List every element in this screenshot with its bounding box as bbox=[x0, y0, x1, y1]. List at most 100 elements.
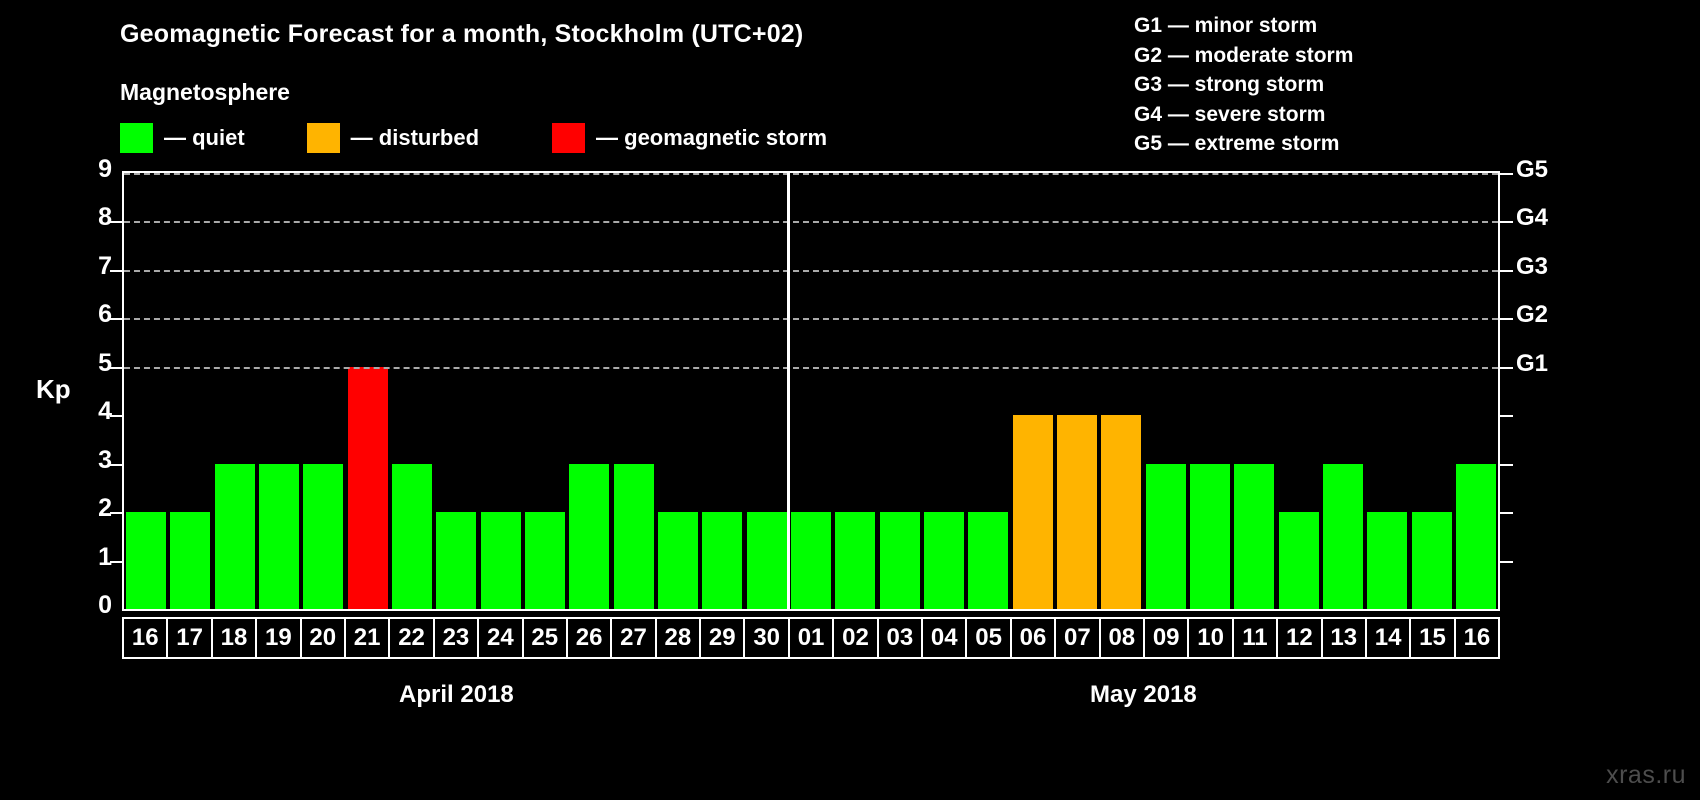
bar bbox=[1101, 415, 1142, 609]
legend-swatch-disturbed-icon bbox=[306, 123, 340, 153]
plot-area bbox=[122, 171, 1500, 611]
y-tick-mark-4 bbox=[110, 415, 122, 418]
bar bbox=[126, 512, 167, 609]
bar-cell-27 bbox=[612, 173, 656, 609]
g-scale-line-4: G4 — severe storm bbox=[1134, 102, 1326, 126]
legend-label-quiet: — quiet bbox=[164, 125, 245, 150]
y-tick-mark-8 bbox=[110, 221, 122, 224]
bar bbox=[392, 463, 433, 609]
day-label-25[interactable]: 11 bbox=[1231, 617, 1279, 659]
y-tick-label-2: 2 bbox=[98, 494, 112, 523]
day-label-8[interactable]: 24 bbox=[477, 617, 524, 659]
bar-cell-01 bbox=[789, 173, 833, 609]
bar-cell-08 bbox=[1099, 173, 1143, 609]
bar bbox=[702, 512, 743, 609]
y-tick-label-6: 6 bbox=[98, 300, 112, 329]
day-label-14[interactable]: 30 bbox=[743, 617, 790, 659]
right-tick-mark-G4 bbox=[1500, 221, 1513, 224]
right-tick-label-G2: G2 bbox=[1516, 301, 1549, 329]
y-tick-mark-2 bbox=[110, 512, 122, 515]
legend-item-storm: — geomagnetic storm bbox=[552, 123, 827, 153]
right-tick-mark-kp-2 bbox=[1500, 512, 1513, 515]
right-tick-label-G5: G5 bbox=[1516, 156, 1549, 183]
day-label-9[interactable]: 25 bbox=[521, 617, 568, 659]
bar bbox=[968, 512, 1009, 609]
day-label-4[interactable]: 20 bbox=[299, 617, 346, 659]
day-label-18[interactable]: 04 bbox=[921, 617, 968, 659]
bar bbox=[924, 512, 965, 609]
day-label-22[interactable]: 08 bbox=[1098, 617, 1145, 659]
day-label-20[interactable]: 06 bbox=[1009, 617, 1057, 659]
day-label-17[interactable]: 03 bbox=[876, 617, 924, 659]
gridline-kp-5 bbox=[124, 366, 1498, 369]
day-label-16[interactable]: 02 bbox=[832, 617, 879, 659]
bar bbox=[170, 512, 211, 609]
day-label-30[interactable]: 16 bbox=[1453, 617, 1501, 659]
day-label-26[interactable]: 12 bbox=[1276, 617, 1323, 659]
bar-cell-29 bbox=[700, 173, 744, 609]
bar bbox=[436, 512, 477, 609]
g-scale-line-2: G2 — moderate storm bbox=[1134, 43, 1354, 67]
magnetosphere-label: Magnetosphere bbox=[120, 79, 290, 105]
bar bbox=[1057, 415, 1098, 609]
day-label-23[interactable]: 09 bbox=[1142, 617, 1190, 659]
day-label-10[interactable]: 26 bbox=[565, 617, 613, 659]
bar-cell-06 bbox=[1011, 173, 1055, 609]
day-label-27[interactable]: 13 bbox=[1320, 617, 1367, 659]
gridline-kp-9 bbox=[124, 173, 1498, 175]
day-label-15[interactable]: 01 bbox=[787, 617, 835, 659]
day-label-7[interactable]: 23 bbox=[432, 617, 480, 659]
g-scale-line-3: G3 — strong storm bbox=[1134, 73, 1325, 96]
day-label-strip: 16 17 18 19 20 21 22 23 24 25 26 27 28 29 30 01 02 03 04 05… bbox=[122, 617, 1501, 659]
day-label-29[interactable]: 15 bbox=[1409, 617, 1456, 659]
month-label-2: May 2018 bbox=[1090, 681, 1197, 708]
bar bbox=[480, 512, 521, 609]
y-tick-label-1: 1 bbox=[98, 542, 112, 571]
day-label-0[interactable]: 16 bbox=[122, 617, 169, 659]
day-label-12[interactable]: 28 bbox=[654, 617, 702, 659]
day-label-3[interactable]: 19 bbox=[255, 617, 302, 659]
bar-cell-21 bbox=[346, 173, 390, 609]
right-tick-mark-G2 bbox=[1500, 318, 1513, 321]
bar-cell-16 bbox=[1454, 173, 1498, 609]
y-tick-label-5: 5 bbox=[98, 348, 112, 377]
watermark: xras.ru bbox=[1606, 761, 1686, 789]
bar bbox=[791, 512, 832, 609]
day-label-19[interactable]: 05 bbox=[965, 617, 1012, 659]
day-label-6[interactable]: 22 bbox=[388, 617, 435, 659]
bar-cell-13 bbox=[1321, 173, 1365, 609]
day-label-24[interactable]: 10 bbox=[1187, 617, 1234, 659]
y-tick-mark-5 bbox=[110, 366, 122, 369]
y-tick-mark-7 bbox=[110, 269, 122, 272]
bar-cell-24 bbox=[479, 173, 523, 609]
month-divider bbox=[787, 173, 791, 609]
right-tick-mark-G5 bbox=[1500, 173, 1513, 175]
y-tick-label-9: 9 bbox=[98, 155, 112, 183]
day-label-13[interactable]: 29 bbox=[699, 617, 746, 659]
right-tick-label-G1: G1 bbox=[1516, 349, 1549, 377]
g-scale-line-5: G5 — extreme storm bbox=[1134, 132, 1340, 155]
y-tick-mark-6 bbox=[110, 318, 122, 321]
bar-cell-19 bbox=[257, 173, 301, 609]
bar bbox=[1234, 463, 1275, 609]
bar-cell-22 bbox=[390, 173, 434, 609]
bar bbox=[525, 512, 566, 609]
bar-cell-30 bbox=[745, 173, 789, 609]
y-tick-label-3: 3 bbox=[98, 445, 112, 474]
bar bbox=[658, 512, 699, 609]
y-tick-mark-1 bbox=[110, 560, 122, 563]
bar-cell-16 bbox=[124, 173, 168, 609]
day-label-1[interactable]: 17 bbox=[166, 617, 213, 659]
legend-item-disturbed: — disturbed bbox=[306, 123, 479, 153]
bar bbox=[214, 463, 255, 609]
bar-cell-26 bbox=[567, 173, 611, 609]
bar-cell-15 bbox=[1410, 173, 1454, 609]
day-label-11[interactable]: 27 bbox=[610, 617, 657, 659]
bar bbox=[303, 463, 344, 609]
day-label-5[interactable]: 21 bbox=[343, 617, 391, 659]
day-label-28[interactable]: 14 bbox=[1364, 617, 1412, 659]
day-label-21[interactable]: 07 bbox=[1054, 617, 1101, 659]
bar bbox=[1012, 415, 1053, 609]
day-label-2[interactable]: 18 bbox=[210, 617, 258, 659]
